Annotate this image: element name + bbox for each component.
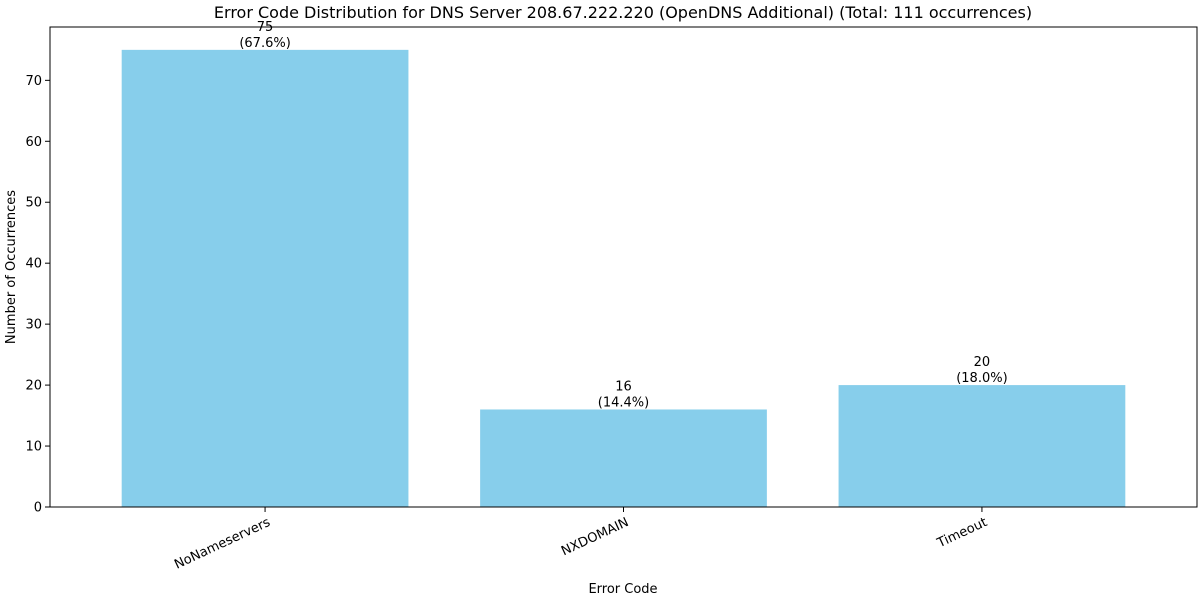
x-tick-label: NXDOMAIN [559,515,631,559]
bar-nxdomain [480,409,767,507]
x-tick-label: NoNameservers [172,515,273,573]
plot-frame [49,26,1198,508]
y-tick-label: 40 [25,257,42,272]
chart-title: Error Code Distribution for DNS Server 2… [214,3,1032,22]
y-tick-label: 50 [25,196,42,211]
bar-percent-label: (67.6%) [239,36,290,51]
bar-timeout [838,385,1126,507]
bar-value-label: 20 [974,355,991,370]
bar-percent-label: (18.0%) [956,371,1007,386]
y-tick-label: 30 [25,318,42,333]
y-tick-label: 10 [25,440,42,455]
bar-percent-label: (14.4%) [598,395,649,410]
y-axis-label: Number of Occurrences [4,190,19,344]
bars-group: 75(67.6%)16(14.4%)20(18.0%) [121,20,1126,507]
x-axis-label: Error Code [588,582,657,597]
x-axis: NoNameservers NXDOMAIN Timeout [172,507,990,573]
bar-value-label: 16 [615,379,632,394]
x-tick-label: Timeout [934,515,989,551]
y-tick-label: 70 [25,74,42,89]
y-tick-label: 20 [25,379,42,394]
y-axis: 0 10 20 30 40 50 60 70 [25,74,50,516]
y-tick-label: 0 [34,501,42,516]
y-tick-label: 60 [25,135,42,150]
bar-nonameservers [121,49,409,507]
